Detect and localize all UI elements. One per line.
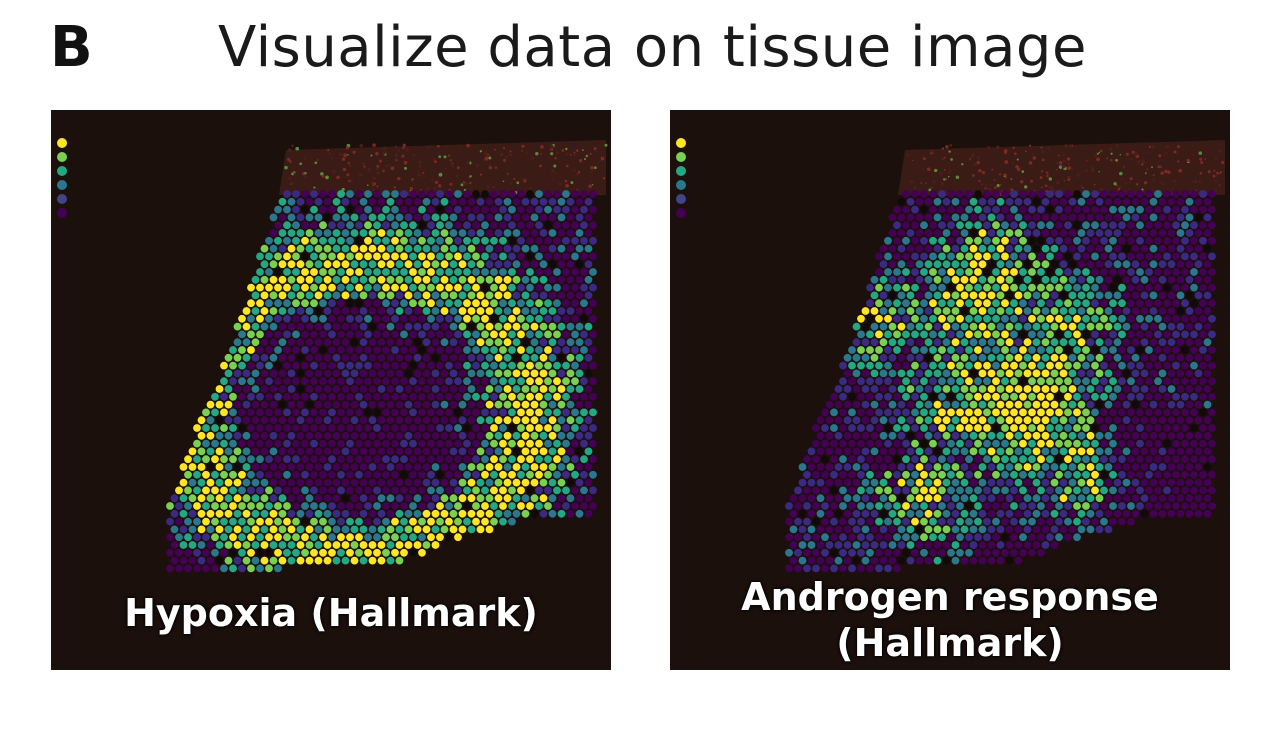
expression-spots	[785, 190, 1216, 573]
color-scale-legend	[57, 138, 67, 218]
tissue-image-hypoxia: Hypoxia (Hallmark)	[51, 110, 611, 670]
panel-letter: B	[50, 15, 93, 80]
caption-androgen-response: Androgen response (Hallmark)	[670, 574, 1230, 666]
spot-map-androgen-response	[676, 138, 1225, 573]
caption-line: (Hallmark)	[836, 621, 1064, 665]
fringe-specks	[906, 143, 1225, 197]
expression-spots	[166, 190, 597, 573]
tissue-fringe	[279, 140, 606, 195]
caption-line: Androgen response	[741, 575, 1159, 619]
fringe-specks	[284, 143, 608, 197]
color-scale-legend	[676, 138, 686, 218]
caption-line: Hypoxia (Hallmark)	[124, 591, 538, 635]
caption-hypoxia: Hypoxia (Hallmark)	[51, 590, 611, 636]
spot-map-hypoxia	[57, 138, 608, 573]
tissue-image-androgen-response: Androgen response (Hallmark)	[670, 110, 1230, 670]
figure-title: Visualize data on tissue image	[218, 15, 1087, 80]
